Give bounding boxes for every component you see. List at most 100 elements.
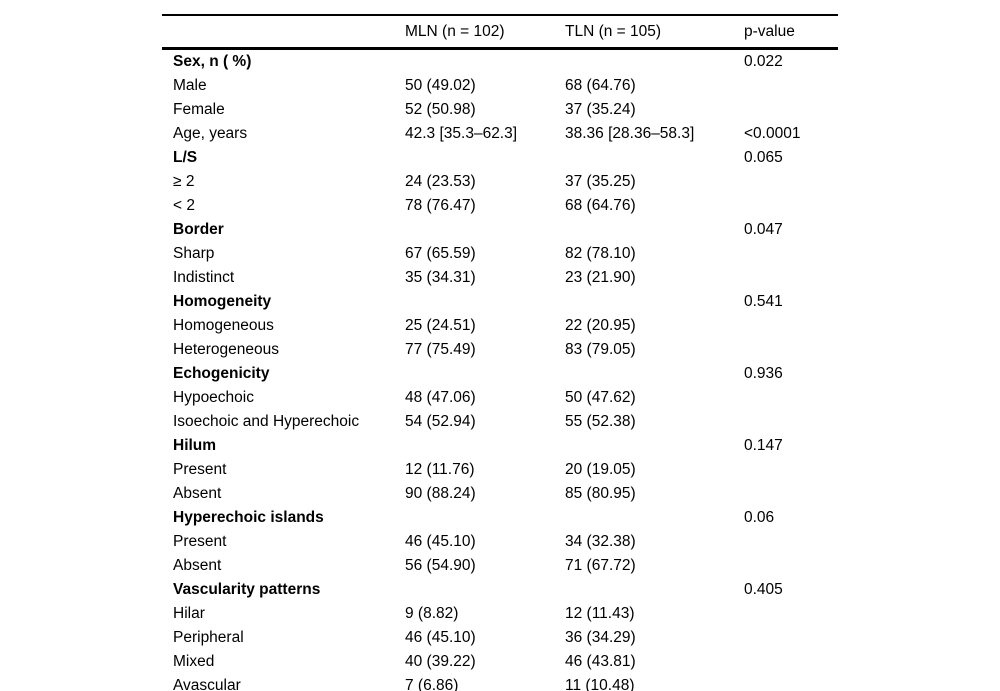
row-label-cell: Age, years: [173, 125, 248, 142]
tln-value-cell: 12 (11.43): [565, 605, 635, 622]
row-label-cell: Absent: [173, 485, 222, 502]
mln-value-cell: 78 (76.47): [405, 197, 476, 214]
header-tln-cell: TLN (n = 105): [565, 22, 662, 40]
table-row: Border 0.047: [162, 218, 838, 242]
p-value-cell: 0.022: [744, 53, 783, 70]
table-row: Hyperechoic islands 0.06: [162, 506, 838, 530]
tln-value-cell: 22 (20.95): [565, 317, 636, 334]
table-row: Homogeneous 25 (24.51) 22 (20.95): [162, 314, 838, 338]
row-label-cell: Echogenicity: [173, 365, 270, 382]
tln-value-cell: 68 (64.76): [565, 197, 636, 214]
tln-value-cell: 37 (35.24): [565, 101, 636, 118]
mln-value-cell: 48 (47.06): [405, 389, 476, 406]
tln-value-cell: 83 (79.05): [565, 341, 636, 358]
mln-value-cell: 46 (45.10): [405, 629, 476, 646]
row-label-cell: Peripheral: [173, 629, 244, 646]
table-row: < 2 78 (76.47) 68 (64.76): [162, 194, 838, 218]
table-row: Hilum 0.147: [162, 434, 838, 458]
row-label-cell: Avascular: [173, 677, 241, 691]
mln-value-cell: 24 (23.53): [405, 173, 476, 190]
table-row: Mixed 40 (39.22) 46 (43.81): [162, 650, 838, 674]
tln-value-cell: 85 (80.95): [565, 485, 636, 502]
tln-value-cell: 50 (47.62): [565, 389, 636, 406]
row-label-cell: Heterogeneous: [173, 341, 279, 358]
row-label-cell: L/S: [173, 149, 198, 166]
header-pvalue-cell: p-value: [744, 22, 795, 40]
table-row: Echogenicity 0.936: [162, 362, 838, 386]
mln-value-cell: 42.3 [35.3–62.3]: [405, 125, 518, 142]
table-row: Hypoechoic 48 (47.06) 50 (47.62): [162, 386, 838, 410]
table-row: L/S 0.065: [162, 146, 838, 170]
tln-value-cell: 34 (32.38): [565, 533, 636, 550]
row-label-cell: Vascularity patterns: [173, 581, 321, 598]
mln-value-cell: 50 (49.02): [405, 77, 476, 94]
row-label-cell: Sharp: [173, 245, 215, 262]
row-label-cell: Hyperechoic islands: [173, 509, 324, 526]
row-label-cell: Border: [173, 221, 224, 238]
mln-value-cell: 12 (11.76): [405, 461, 475, 478]
mln-value-cell: 35 (34.31): [405, 269, 476, 286]
mln-value-cell: 46 (45.10): [405, 533, 476, 550]
row-label-cell: Homogeneous: [173, 317, 274, 334]
table-row: Homogeneity 0.541: [162, 290, 838, 314]
table-row: Heterogeneous 77 (75.49) 83 (79.05): [162, 338, 838, 362]
row-label-cell: Hypoechoic: [173, 389, 254, 406]
mln-value-cell: 54 (52.94): [405, 413, 476, 430]
table-row: Present 46 (45.10) 34 (32.38): [162, 530, 838, 554]
row-label-cell: Isoechoic and Hyperechoic: [173, 413, 360, 430]
comparison-table: MLN (n = 102) TLN (n = 105) p-value Sex,…: [162, 14, 838, 691]
p-value-cell: 0.405: [744, 581, 783, 598]
row-label-cell: ≥ 2: [173, 173, 195, 190]
tln-value-cell: 46 (43.81): [565, 653, 636, 670]
table-row: Vascularity patterns 0.405: [162, 578, 838, 602]
mln-value-cell: 9 (8.82): [405, 605, 459, 622]
table-row: Sex, n ( %) 0.022: [162, 50, 838, 74]
row-label-cell: Present: [173, 461, 227, 478]
p-value-cell: 0.06: [744, 509, 775, 526]
row-label-cell: Female: [173, 101, 225, 118]
tln-value-cell: 55 (52.38): [565, 413, 636, 430]
table-row: Avascular 7 (6.86) 11 (10.48): [162, 674, 838, 691]
table-row: Male 50 (49.02) 68 (64.76): [162, 74, 838, 98]
tln-value-cell: 68 (64.76): [565, 77, 636, 94]
tln-value-cell: 37 (35.25): [565, 173, 636, 190]
table-body: Sex, n ( %) 0.022 Male 50 (49.02) 68 (64…: [162, 50, 838, 691]
row-label-cell: Sex, n ( %): [173, 53, 252, 70]
row-label-cell: Male: [173, 77, 207, 94]
table-row: Female 52 (50.98) 37 (35.24): [162, 98, 838, 122]
mln-value-cell: 90 (88.24): [405, 485, 476, 502]
mln-value-cell: 40 (39.22): [405, 653, 476, 670]
tln-value-cell: 82 (78.10): [565, 245, 636, 262]
table-row: ≥ 2 24 (23.53) 37 (35.25): [162, 170, 838, 194]
p-value-cell: 0.147: [744, 437, 783, 454]
mln-value-cell: 52 (50.98): [405, 101, 476, 118]
mln-value-cell: 7 (6.86): [405, 677, 459, 691]
table-row: Absent 56 (54.90) 71 (67.72): [162, 554, 838, 578]
table-row: Indistinct 35 (34.31) 23 (21.90): [162, 266, 838, 290]
p-value-cell: <0.0001: [744, 125, 801, 142]
mln-value-cell: 56 (54.90): [405, 557, 476, 574]
tln-value-cell: 11 (10.48): [565, 677, 635, 691]
row-label-cell: < 2: [173, 197, 195, 214]
table-row: Absent 90 (88.24) 85 (80.95): [162, 482, 838, 506]
table-row: Sharp 67 (65.59) 82 (78.10): [162, 242, 838, 266]
row-label-cell: Homogeneity: [173, 293, 272, 310]
row-label-cell: Hilar: [173, 605, 205, 622]
table-row: Present 12 (11.76) 20 (19.05): [162, 458, 838, 482]
p-value-cell: 0.936: [744, 365, 783, 382]
tln-value-cell: 20 (19.05): [565, 461, 636, 478]
row-label-cell: Absent: [173, 557, 222, 574]
tln-value-cell: 38.36 [28.36–58.3]: [565, 125, 695, 142]
table-row: Peripheral 46 (45.10) 36 (34.29): [162, 626, 838, 650]
tln-value-cell: 23 (21.90): [565, 269, 636, 286]
row-label-cell: Indistinct: [173, 269, 235, 286]
p-value-cell: 0.541: [744, 293, 783, 310]
mln-value-cell: 67 (65.59): [405, 245, 476, 262]
table-row: Age, years 42.3 [35.3–62.3] 38.36 [28.36…: [162, 122, 838, 146]
tln-value-cell: 36 (34.29): [565, 629, 636, 646]
table-header-row: MLN (n = 102) TLN (n = 105) p-value: [162, 16, 838, 50]
mln-value-cell: 25 (24.51): [405, 317, 476, 334]
table-row: Hilar 9 (8.82) 12 (11.43): [162, 602, 838, 626]
mln-value-cell: 77 (75.49): [405, 341, 476, 358]
